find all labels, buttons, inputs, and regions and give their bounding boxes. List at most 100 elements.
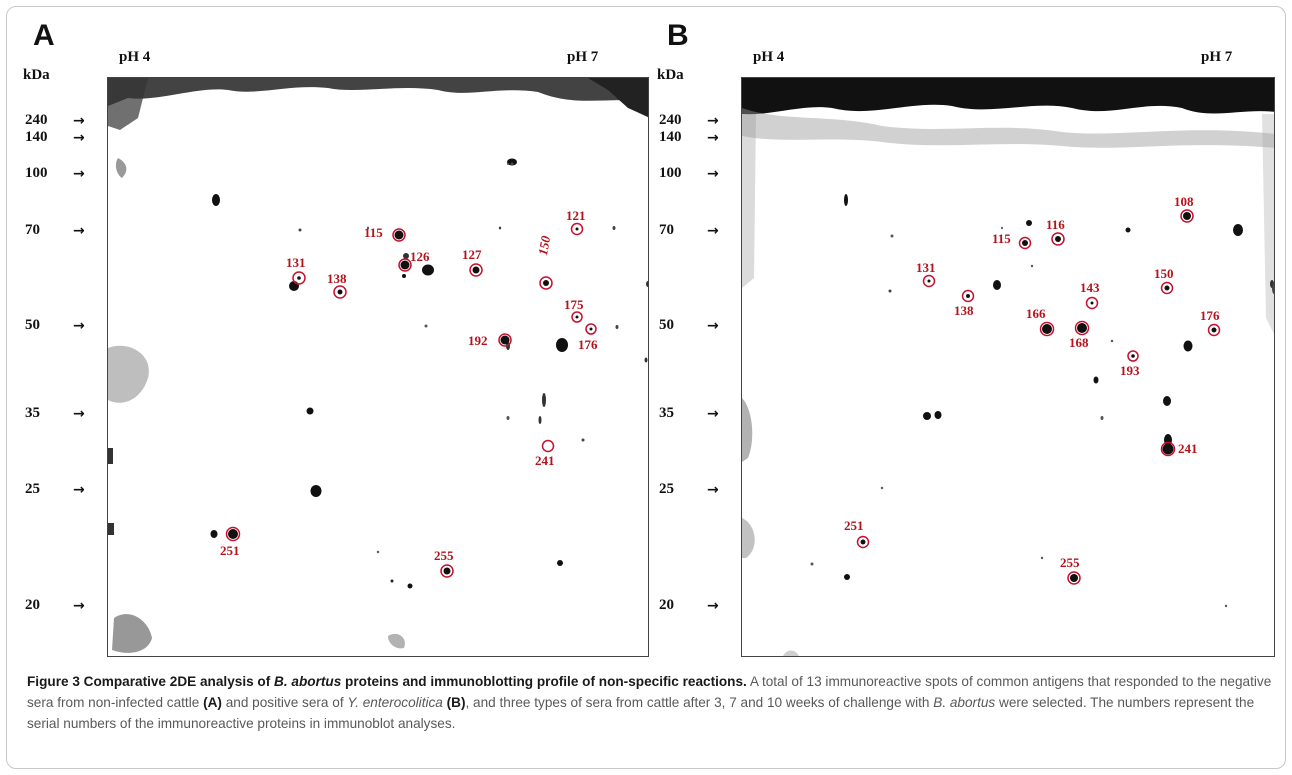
tick-label: 25 xyxy=(25,481,40,497)
arrow-right-icon: → xyxy=(707,318,719,334)
spot-label: 108 xyxy=(1174,194,1194,209)
tick-label: 25 xyxy=(659,481,674,497)
caption-title-species: B. abortus xyxy=(274,674,342,689)
caption-text: A total of 13 immunoreactive spots of co… xyxy=(27,674,1272,710)
spot-label: 115 xyxy=(992,231,1011,246)
arrow-right-icon: → xyxy=(73,166,85,182)
arrow-right-icon: → xyxy=(73,318,85,334)
arrow-right-icon: → xyxy=(707,482,719,498)
spot-label: 166 xyxy=(1026,306,1046,321)
caption-text: and positive sera of xyxy=(221,695,348,710)
mass-tick: 240 → xyxy=(25,112,105,129)
panel-a: A pH 4 pH 7 kDa 240 → 140 → 100 → 70 → 50 → 3… xyxy=(7,7,649,667)
mass-tick: 70 → xyxy=(659,222,739,239)
tick-label: 240 xyxy=(659,112,682,128)
figure-3: A pH 4 pH 7 kDa 240 → 140 → 100 → 70 → 50 → 3… xyxy=(6,6,1286,769)
tick-label: 140 xyxy=(659,129,682,145)
mass-tick: 140 → xyxy=(25,129,105,146)
spot-label: 251 xyxy=(220,543,240,558)
mass-tick: 35 → xyxy=(659,405,739,422)
tick-label: 50 xyxy=(25,317,40,333)
arrow-right-icon: → xyxy=(707,598,719,614)
caption-panel-ref-b: (B) xyxy=(446,695,466,710)
gel-spots-graphic xyxy=(742,78,1274,656)
tick-label: 140 xyxy=(25,129,48,145)
spot-label: 168 xyxy=(1069,335,1089,350)
spot-label: 255 xyxy=(434,548,454,563)
mass-unit-label: kDa xyxy=(657,67,684,83)
gel-image: 115 121 126 127 131 138 150 175 176 192 … xyxy=(107,77,649,657)
mass-tick: 50 → xyxy=(659,317,739,334)
spot-label: 116 xyxy=(1046,217,1065,232)
ph-right-label: pH 7 xyxy=(1201,49,1233,65)
spot-label: 175 xyxy=(564,297,584,312)
panel-letter: B xyxy=(667,19,689,52)
spot-label: 176 xyxy=(578,337,598,352)
ph-right-label: pH 7 xyxy=(567,49,599,65)
ph-left-label: pH 4 xyxy=(753,49,785,65)
arrow-right-icon: → xyxy=(73,482,85,498)
figure-caption: Figure 3 Comparative 2DE analysis of B. … xyxy=(27,671,1272,734)
spot-label: 138 xyxy=(327,271,347,286)
mass-tick: 20 → xyxy=(25,597,105,614)
tick-label: 35 xyxy=(25,405,40,421)
arrow-right-icon: → xyxy=(73,598,85,614)
arrow-right-icon: → xyxy=(707,166,719,182)
tick-label: 240 xyxy=(25,112,48,128)
spot-label: 121 xyxy=(566,208,586,223)
mass-tick: 70 → xyxy=(25,222,105,239)
tick-label: 35 xyxy=(659,405,674,421)
mass-tick: 35 → xyxy=(25,405,105,422)
spot-label: 255 xyxy=(1060,555,1080,570)
panel-letter: A xyxy=(33,19,55,52)
caption-title-suffix: proteins and immunoblotting profile of n… xyxy=(341,674,747,689)
tick-label: 70 xyxy=(25,222,40,238)
mass-tick: 140 → xyxy=(659,129,739,146)
arrow-right-icon: → xyxy=(73,130,85,146)
mass-tick: 240 → xyxy=(659,112,739,129)
tick-label: 70 xyxy=(659,222,674,238)
tick-label: 50 xyxy=(659,317,674,333)
mass-tick: 25 → xyxy=(25,481,105,498)
spot-label: 193 xyxy=(1120,363,1140,378)
spot-label: 127 xyxy=(462,247,482,262)
caption-title-prefix: Figure 3 Comparative 2DE analysis of xyxy=(27,674,275,689)
spot-label: 138 xyxy=(954,303,974,318)
ph-left-label: pH 4 xyxy=(119,49,151,65)
tick-label: 20 xyxy=(25,597,40,613)
tick-label: 100 xyxy=(25,165,48,181)
caption-text: were selected. The numbers represent the… xyxy=(27,695,1255,731)
spot-label: 241 xyxy=(535,453,555,468)
spot-label: 126 xyxy=(410,249,430,264)
mass-unit-label: kDa xyxy=(23,67,50,83)
spot-label: 176 xyxy=(1200,308,1220,323)
spot-label: 131 xyxy=(916,260,936,275)
arrow-right-icon: → xyxy=(707,223,719,239)
panel-b: B pH 4 pH 7 kDa 240 → 140 → 100 → 70 → 50 → 3… xyxy=(641,7,1281,667)
arrow-right-icon: → xyxy=(707,130,719,146)
arrow-right-icon: → xyxy=(73,406,85,422)
caption-text: , and three types of sera from cattle af… xyxy=(465,695,934,710)
spot-label: 131 xyxy=(286,255,306,270)
mass-tick: 100 → xyxy=(25,165,105,182)
mass-tick: 50 → xyxy=(25,317,105,334)
spot-label: 241 xyxy=(1178,441,1198,456)
arrow-right-icon: → xyxy=(73,113,85,129)
spot-label: 192 xyxy=(468,333,488,348)
tick-label: 20 xyxy=(659,597,674,613)
spot-label: 143 xyxy=(1080,280,1100,295)
arrow-right-icon: → xyxy=(707,406,719,422)
mass-tick: 100 → xyxy=(659,165,739,182)
caption-title: Figure 3 Comparative 2DE analysis of B. … xyxy=(27,674,747,689)
arrow-right-icon: → xyxy=(73,223,85,239)
spot-label: 251 xyxy=(844,518,864,533)
gel-image: 108 115 116 131 138 143 150 166 168 176 … xyxy=(741,77,1275,657)
gel-spots-graphic xyxy=(108,78,648,653)
spot-label: 150 xyxy=(1154,266,1174,281)
caption-species: B. abortus xyxy=(933,695,996,710)
mass-tick: 25 → xyxy=(659,481,739,498)
spot-label: 115 xyxy=(364,225,383,240)
caption-panel-ref-a: (A) xyxy=(203,695,222,710)
mass-tick: 20 → xyxy=(659,597,739,614)
arrow-right-icon: → xyxy=(707,113,719,129)
